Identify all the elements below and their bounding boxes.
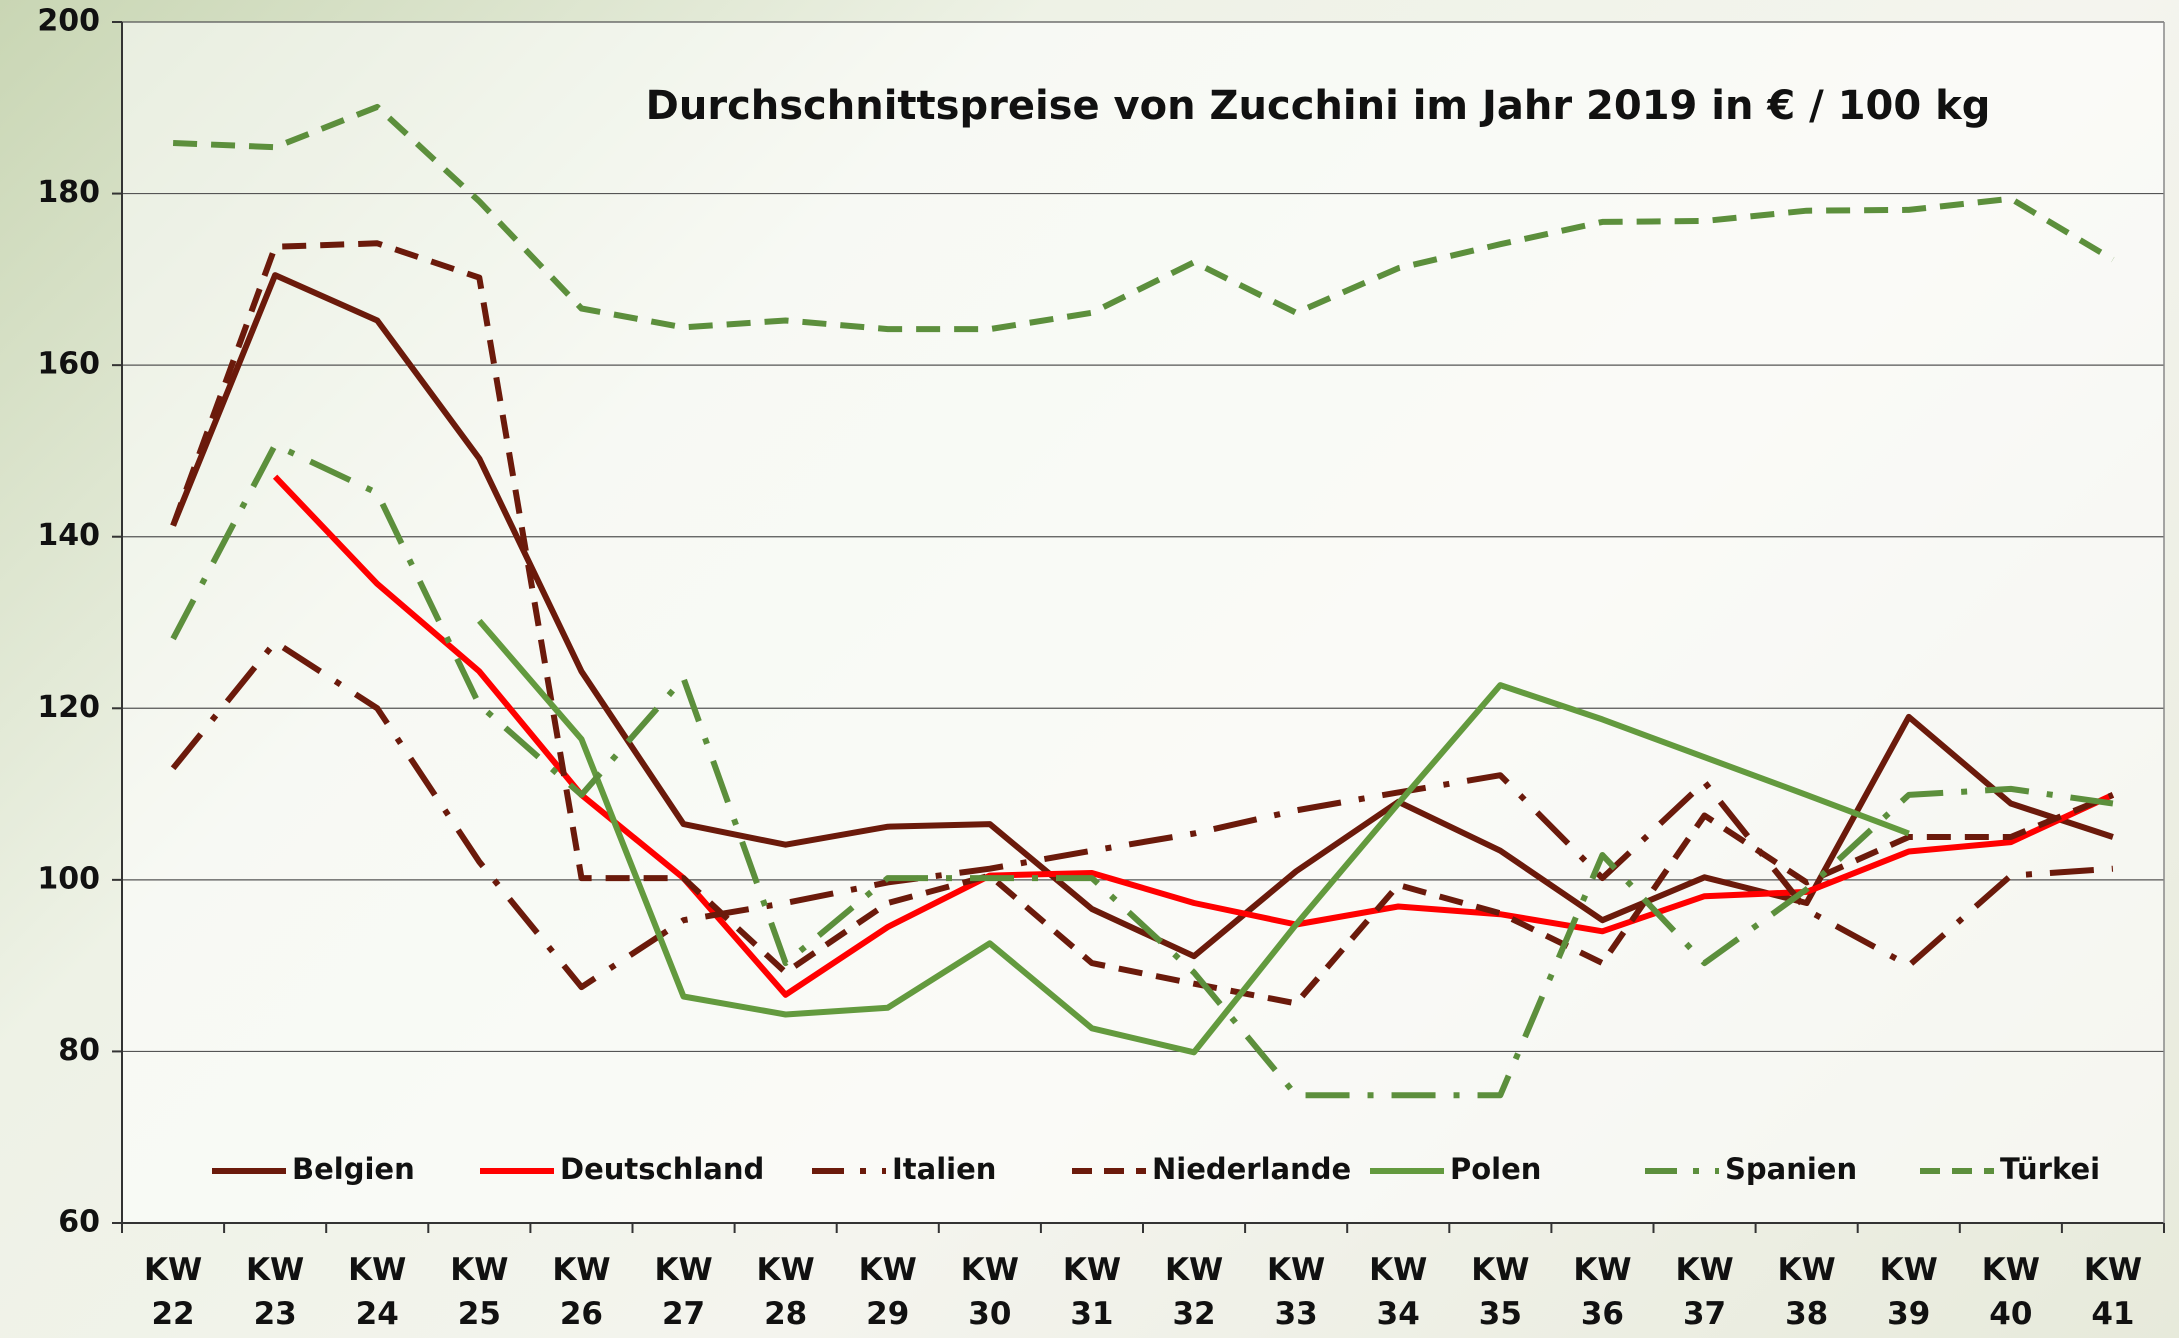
x-tick-label: KW 23 bbox=[246, 1248, 304, 1336]
x-tick-label: KW 34 bbox=[1369, 1248, 1427, 1336]
y-tick-label: 80 bbox=[58, 1033, 100, 1068]
x-tick-label: KW 33 bbox=[1267, 1248, 1325, 1336]
x-tick-label: KW 27 bbox=[654, 1248, 712, 1336]
y-tick-label: 160 bbox=[37, 347, 100, 382]
legend-label: Italien bbox=[892, 1152, 996, 1186]
x-tick-label: KW 26 bbox=[552, 1248, 610, 1336]
x-tick-label: KW 28 bbox=[757, 1248, 815, 1336]
legend-label: Polen bbox=[1450, 1152, 1541, 1186]
x-tick-label: KW 32 bbox=[1165, 1248, 1223, 1336]
x-tick-label: KW 35 bbox=[1471, 1248, 1529, 1336]
x-tick-label: KW 25 bbox=[450, 1248, 508, 1336]
x-tick-label: KW 30 bbox=[961, 1248, 1019, 1336]
legend-label: Türkei bbox=[2000, 1152, 2100, 1186]
legend-label: Belgien bbox=[292, 1152, 415, 1186]
y-tick-label: 100 bbox=[37, 861, 100, 896]
x-tick-label: KW 22 bbox=[144, 1248, 202, 1336]
x-tick-label: KW 29 bbox=[859, 1248, 917, 1336]
legend-label: Niederlande bbox=[1152, 1152, 1351, 1186]
legend-label: Spanien bbox=[1725, 1152, 1857, 1186]
chart-title: Durchschnittspreise von Zucchini im Jahr… bbox=[646, 83, 1991, 129]
x-tick-label: KW 36 bbox=[1573, 1248, 1631, 1336]
x-tick-label: KW 37 bbox=[1675, 1248, 1733, 1336]
x-tick-label: KW 39 bbox=[1880, 1248, 1938, 1336]
y-tick-label: 140 bbox=[37, 518, 100, 553]
x-tick-label: KW 40 bbox=[1982, 1248, 2040, 1336]
y-tick-label: 60 bbox=[58, 1205, 100, 1240]
x-tick-label: KW 24 bbox=[348, 1248, 406, 1336]
legend-label: Deutschland bbox=[560, 1152, 764, 1186]
chart: Durchschnittspreise von Zucchini im Jahr… bbox=[0, 0, 2179, 1338]
page: Durchschnittspreise von Zucchini im Jahr… bbox=[0, 0, 2179, 1338]
x-tick-label: KW 41 bbox=[2084, 1248, 2142, 1336]
x-tick-label: KW 38 bbox=[1778, 1248, 1836, 1336]
y-tick-label: 180 bbox=[37, 175, 100, 210]
y-tick-label: 120 bbox=[37, 690, 100, 725]
x-tick-label: KW 31 bbox=[1063, 1248, 1121, 1336]
y-tick-label: 200 bbox=[37, 4, 100, 39]
